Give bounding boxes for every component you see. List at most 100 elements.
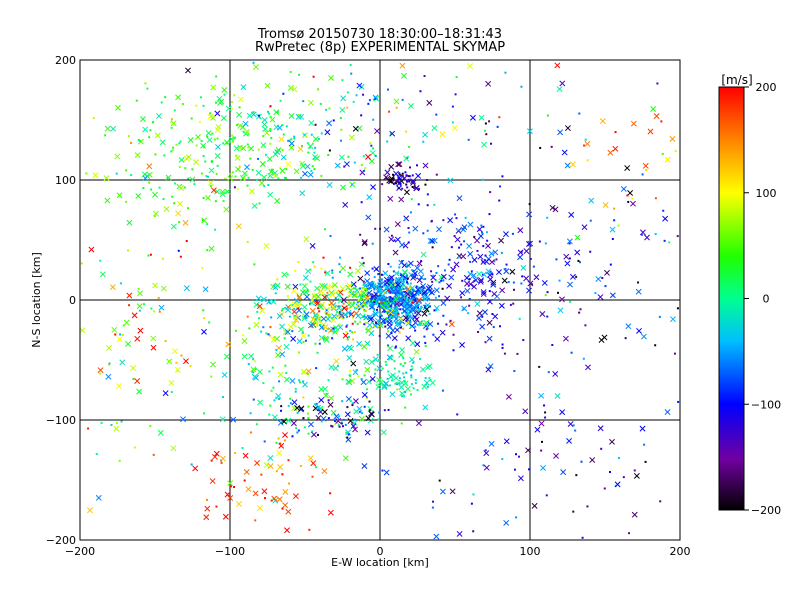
data-point-x [350, 423, 357, 430]
data-point-x [595, 276, 602, 282]
data-point-dot [267, 333, 270, 336]
data-point-dot [349, 266, 352, 269]
data-point-dot [513, 468, 516, 471]
data-point-x [288, 140, 295, 147]
data-point-dot [636, 281, 639, 284]
data-point-dot [417, 306, 420, 309]
data-point-x [340, 265, 347, 272]
data-point-x [104, 197, 111, 204]
data-point-dot [229, 172, 232, 175]
data-point-x [380, 317, 387, 324]
data-point-dot [403, 376, 406, 379]
data-point-dot [130, 173, 133, 176]
data-point-dot [329, 492, 332, 495]
data-point-dot [340, 310, 343, 313]
data-point-dot [417, 286, 420, 289]
data-point-x [369, 375, 376, 382]
data-point-dot [334, 419, 337, 422]
data-point-x [285, 307, 291, 313]
data-point-x [289, 378, 296, 384]
data-point-x [291, 287, 297, 294]
data-point-x [329, 291, 336, 298]
data-point-dot [231, 140, 234, 143]
data-point-dot [346, 436, 349, 439]
data-point-dot [143, 303, 146, 306]
data-point-x [274, 335, 281, 342]
data-point-dot [287, 404, 290, 407]
data-point-x [320, 321, 327, 328]
data-point-x [389, 391, 396, 398]
data-point-x [214, 110, 221, 117]
data-point-x [277, 464, 284, 470]
data-point-x [134, 335, 141, 342]
data-point-x [467, 221, 474, 228]
data-point-dot [370, 144, 373, 147]
data-point-dot [222, 142, 225, 145]
data-point-dot [384, 318, 387, 321]
data-point-dot [472, 493, 475, 496]
data-point-dot [408, 306, 411, 309]
data-point-dot [420, 292, 423, 295]
data-point-dot [395, 382, 398, 385]
data-point-dot [281, 149, 284, 152]
data-point-dot [405, 300, 408, 303]
data-point-x [279, 167, 286, 174]
data-point-dot [269, 326, 272, 329]
data-point-dot [305, 316, 308, 319]
data-point-x [476, 226, 483, 233]
data-point-dot [673, 352, 676, 355]
data-point-dot [485, 133, 488, 136]
data-point-x [297, 146, 304, 153]
data-point-x [115, 104, 121, 111]
data-point-x [505, 393, 512, 400]
data-point-dot [412, 387, 415, 390]
data-point-x [261, 116, 268, 123]
data-point-dot [203, 412, 206, 415]
data-point-x [332, 282, 338, 288]
data-point-x [664, 409, 671, 416]
data-point-x [208, 167, 215, 174]
data-point-x [393, 98, 400, 105]
data-point-dot [317, 307, 320, 310]
data-point-dot [546, 114, 549, 117]
data-point-dot [435, 309, 438, 312]
data-point-dot [279, 99, 282, 102]
data-point-x [447, 217, 454, 224]
data-point-x [394, 221, 401, 228]
data-point-dot [391, 288, 394, 291]
data-point-x [251, 202, 258, 209]
data-point-dot [206, 175, 209, 178]
data-point-dot [252, 111, 255, 114]
data-point-dot [317, 138, 320, 141]
data-point-x [328, 300, 335, 306]
data-point-x [163, 206, 170, 212]
data-point-dot [314, 299, 317, 302]
data-point-x [203, 514, 210, 521]
data-point-x [171, 348, 178, 355]
data-point-x [492, 313, 499, 320]
data-point-dot [234, 452, 237, 455]
data-point-dot [170, 120, 173, 123]
data-point-x [413, 348, 420, 355]
data-point-dot [614, 131, 617, 134]
data-point-x [365, 327, 372, 334]
data-point-dot [512, 302, 515, 305]
data-point-dot [574, 429, 577, 432]
data-point-dot [80, 262, 83, 265]
data-point-dot [622, 476, 625, 479]
data-point-x [642, 162, 649, 169]
data-point-dot [276, 111, 279, 114]
data-point-dot [343, 165, 346, 168]
data-point-x [365, 378, 372, 385]
data-point-dot [394, 284, 397, 287]
data-point-dot [224, 177, 227, 180]
data-point-dot [283, 439, 286, 442]
data-point-dot [316, 351, 319, 354]
data-point-dot [431, 246, 434, 249]
data-point-dot [411, 368, 414, 371]
data-point-dot [314, 318, 317, 321]
data-point-dot [416, 389, 419, 392]
data-point-dot [289, 70, 292, 73]
data-point-x [323, 392, 330, 399]
data-point-x [326, 120, 333, 127]
